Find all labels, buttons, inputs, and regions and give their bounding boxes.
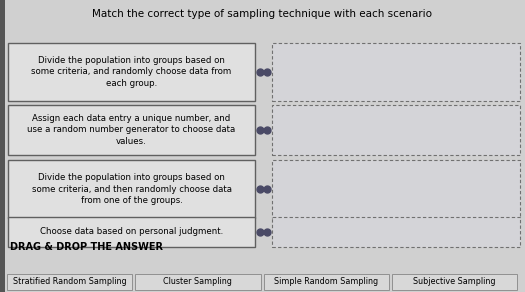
Text: Divide the population into groups based on
some criteria, and then randomly choo: Divide the population into groups based … [32, 173, 232, 205]
FancyBboxPatch shape [272, 217, 520, 247]
Text: Assign each data entry a unique number, and
use a random number generator to cho: Assign each data entry a unique number, … [27, 114, 236, 146]
FancyBboxPatch shape [8, 217, 255, 247]
FancyBboxPatch shape [8, 43, 255, 101]
Text: DRAG & DROP THE ANSWER: DRAG & DROP THE ANSWER [10, 242, 163, 252]
FancyBboxPatch shape [272, 105, 520, 155]
FancyBboxPatch shape [264, 274, 388, 290]
FancyBboxPatch shape [272, 160, 520, 218]
FancyBboxPatch shape [0, 0, 5, 292]
FancyBboxPatch shape [8, 160, 255, 218]
FancyBboxPatch shape [5, 0, 525, 292]
Text: Stratified Random Sampling: Stratified Random Sampling [13, 277, 127, 286]
FancyBboxPatch shape [135, 274, 260, 290]
FancyBboxPatch shape [7, 274, 132, 290]
FancyBboxPatch shape [392, 274, 517, 290]
Text: Match the correct type of sampling technique with each scenario: Match the correct type of sampling techn… [92, 9, 432, 19]
Text: Divide the population into groups based on
some criteria, and randomly choose da: Divide the population into groups based … [32, 56, 232, 88]
Text: Subjective Sampling: Subjective Sampling [413, 277, 496, 286]
Text: Choose data based on personal judgment.: Choose data based on personal judgment. [40, 227, 223, 237]
FancyBboxPatch shape [272, 43, 520, 101]
Text: Simple Random Sampling: Simple Random Sampling [274, 277, 378, 286]
Text: Cluster Sampling: Cluster Sampling [163, 277, 232, 286]
FancyBboxPatch shape [8, 105, 255, 155]
